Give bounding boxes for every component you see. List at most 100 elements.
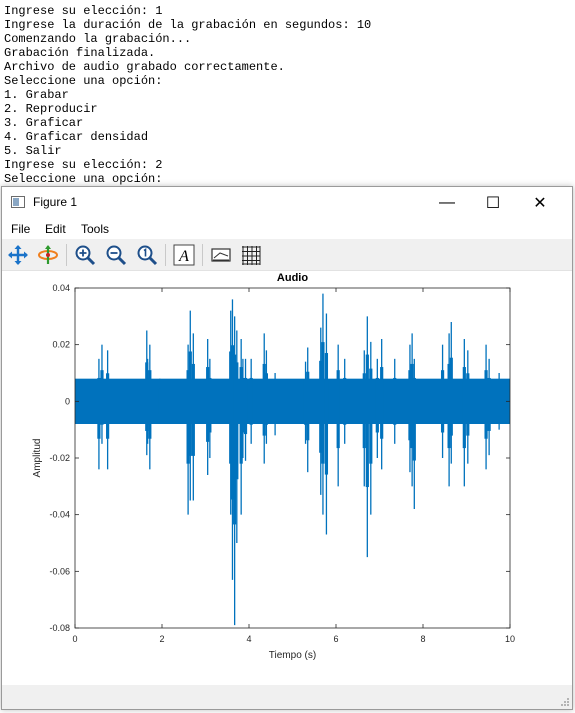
x-tick-label: 10 — [505, 634, 515, 644]
figure-window[interactable]: Figure 1 — ☐ ✕ File Edit Tools — [1, 186, 573, 710]
y-tick-label: -0.04 — [49, 510, 70, 520]
zoom-reset-icon[interactable] — [136, 244, 158, 266]
console-line: Seleccione una opción: — [4, 74, 163, 88]
signal-burst — [186, 370, 190, 464]
y-tick-label: 0.02 — [52, 340, 70, 350]
console-line: 1. Grabar — [4, 88, 69, 102]
signal-burst — [233, 354, 237, 525]
toolbar-separator — [165, 244, 166, 266]
signal-burst — [230, 345, 235, 500]
text-icon[interactable]: A — [173, 244, 195, 266]
x-axis-label: Tiempo (s) — [269, 650, 316, 661]
signal-burst — [262, 363, 266, 436]
axes-background — [75, 288, 510, 628]
pan-icon[interactable] — [7, 244, 29, 266]
audio-chart: 0 2 4 6 8 10 -0.08 -0.06 -0.04 -0.02 0 0.02 0.04 Audi… — [32, 272, 515, 661]
resize-grip-icon[interactable] — [560, 697, 570, 707]
console-line: Ingrese su elección: 1 — [4, 4, 163, 18]
signal-burst — [148, 370, 152, 439]
signal-burst — [369, 368, 373, 464]
y-tick-label: -0.06 — [49, 566, 70, 576]
signal-burst — [487, 377, 491, 431]
zoom-in-icon[interactable] — [74, 244, 96, 266]
signal-burst — [497, 385, 501, 417]
console-line: Ingrese la duración de la grabación en s… — [4, 18, 372, 32]
status-bar — [2, 685, 572, 709]
signal-burst — [410, 363, 414, 449]
menu-file[interactable]: File — [11, 222, 31, 236]
signal-burst — [319, 360, 323, 453]
signal-burst — [408, 370, 412, 441]
title-bar[interactable]: Figure 1 — ☐ ✕ — [2, 187, 572, 219]
chart-title: Audio — [277, 272, 308, 284]
x-tick-label: 4 — [246, 634, 251, 644]
signal-burst — [235, 362, 239, 480]
signal-burst — [229, 351, 233, 464]
signal-burst — [241, 377, 245, 433]
console-line: Ingrese su elección: 2 — [4, 158, 163, 172]
signal-burst — [106, 373, 110, 439]
rotate-icon[interactable] — [37, 244, 59, 266]
x-tick-label: 8 — [420, 634, 425, 644]
signal-burst — [365, 354, 369, 488]
y-tick-label: 0.04 — [52, 283, 70, 293]
close-button[interactable]: ✕ — [533, 195, 547, 212]
console-line: 3. Graficar — [4, 116, 84, 130]
console-line: Grabación finalizada. — [4, 46, 156, 60]
signal-burst — [343, 377, 347, 425]
signal-burst — [447, 363, 451, 449]
console-line: 5. Salir — [4, 144, 62, 158]
zoom-out-icon[interactable] — [105, 244, 127, 266]
signal-burst — [145, 362, 149, 431]
signal-burst — [336, 370, 340, 449]
menu-bar: File Edit Tools — [2, 219, 572, 239]
signal-burst — [158, 388, 162, 414]
menu-edit[interactable]: Edit — [45, 222, 66, 236]
signal-burst — [484, 370, 488, 439]
minimize-button[interactable]: — — [439, 194, 455, 211]
figure-app-icon — [11, 196, 25, 208]
signal-burst — [393, 377, 397, 425]
plot-area[interactable]: 0 2 4 6 8 10 -0.08 -0.06 -0.04 -0.02 0 0.02 0.04 Audi… — [2, 271, 572, 685]
signal-burst — [466, 373, 470, 436]
y-tick-label: 0 — [65, 396, 70, 406]
legend-icon[interactable] — [210, 244, 232, 266]
signal-burst — [375, 377, 379, 433]
x-tick-label: 2 — [159, 634, 164, 644]
svg-text:A: A — [178, 248, 189, 265]
signal-burst — [206, 367, 210, 442]
signal-burst — [303, 379, 308, 425]
signal-burst — [412, 377, 416, 461]
signal-burst — [380, 367, 384, 439]
signal-burst — [273, 385, 277, 421]
y-axis-label: Amplitud — [32, 439, 43, 478]
console-line: 4. Graficar densidad — [4, 130, 149, 144]
signal-burst — [449, 357, 453, 436]
signal-burst — [239, 367, 243, 464]
maximize-button[interactable]: ☐ — [485, 195, 501, 212]
signal-burst — [243, 377, 248, 435]
console-line: Archivo de audio grabado correctamente. — [4, 60, 285, 74]
signal-burst — [306, 371, 310, 441]
signal-burst — [191, 363, 195, 456]
signal-burst — [100, 370, 104, 425]
window-title: Figure 1 — [33, 195, 78, 209]
menu-tools[interactable]: Tools — [81, 222, 110, 236]
grid-icon[interactable] — [240, 244, 262, 266]
console-line: Seleccione una opción: — [4, 172, 163, 186]
console-line: 2. Reproducir — [4, 102, 98, 116]
signal-burst — [324, 353, 329, 475]
console-line: Comenzando la grabación... — [4, 32, 192, 46]
signal-burst — [321, 342, 325, 464]
signal-burst — [462, 367, 466, 449]
signal-burst — [362, 373, 366, 449]
signal-burst — [188, 351, 192, 456]
x-tick-label: 0 — [72, 634, 77, 644]
console-line: 5. Salir — [4, 0, 575, 4]
y-tick-label: -0.08 — [49, 623, 70, 633]
signal-burst — [264, 373, 268, 425]
y-tick-label: -0.02 — [49, 453, 70, 463]
signal-burst — [208, 377, 212, 433]
signal-burst — [249, 377, 253, 425]
